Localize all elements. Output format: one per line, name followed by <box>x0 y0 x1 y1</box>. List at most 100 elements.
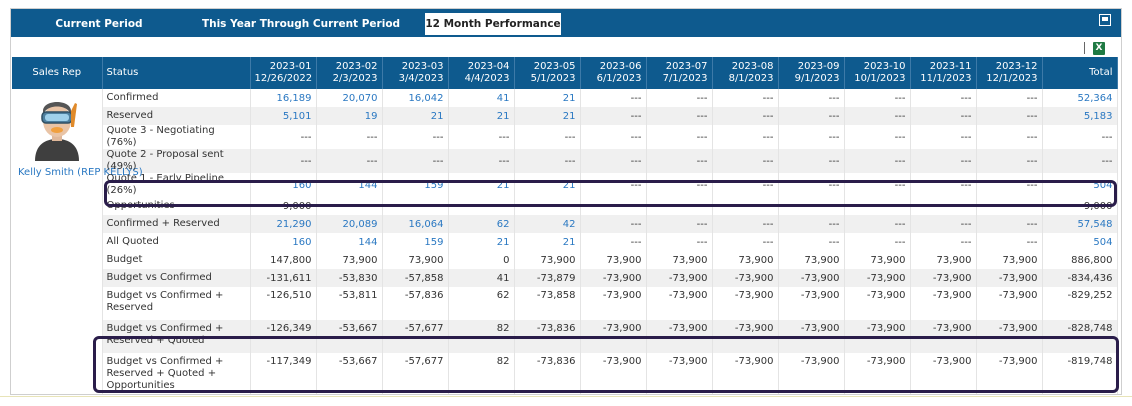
value-cell[interactable]: 20,070 <box>316 89 383 107</box>
header-period-month: 2023-01 <box>269 61 312 72</box>
header-period[interactable]: 2023-04 4/4/2023 <box>448 57 515 89</box>
header-period-date: 10/1/2023 <box>854 73 906 84</box>
value-cell[interactable]: 16,189 <box>250 89 317 107</box>
table-row: Opportunities 9,000 --- --- --- --- --- --- --- -… <box>12 197 1118 215</box>
header-period[interactable]: 2023-11 11/1/2023 <box>910 57 977 89</box>
value-cell[interactable]: 21 <box>448 173 515 197</box>
header-period[interactable]: 2023-08 8/1/2023 <box>712 57 779 89</box>
report-panel: Current Period Performance This Year Thr… <box>10 8 1122 395</box>
total-cell[interactable]: 57,548 <box>1042 215 1118 233</box>
header-period-date: 12/26/2022 <box>254 73 313 84</box>
value-cell[interactable]: 19 <box>316 107 383 125</box>
value-cell[interactable]: 21 <box>514 107 581 125</box>
value-cell: --- <box>844 149 911 173</box>
header-total[interactable]: Total <box>1042 57 1118 89</box>
total-cell: -819,748 <box>1042 353 1118 394</box>
value-cell[interactable]: 16,064 <box>382 215 449 233</box>
header-period[interactable]: 2023-02 2/3/2023 <box>316 57 383 89</box>
value-cell[interactable]: 21 <box>514 173 581 197</box>
value-cell[interactable]: 62 <box>448 215 515 233</box>
table-row: All Quoted 160 144 159 21 21 --- --- --- --- --- --… <box>12 233 1118 251</box>
total-cell: --- <box>1042 125 1118 149</box>
value-cell: --- <box>910 149 977 173</box>
value-cell: -73,900 <box>844 320 911 353</box>
value-cell: -73,900 <box>778 269 845 287</box>
tab-current-period[interactable]: Current Period Performance <box>55 18 143 52</box>
value-cell: --- <box>580 89 647 107</box>
value-cell: --- <box>976 215 1043 233</box>
header-period[interactable]: 2023-07 7/1/2023 <box>646 57 713 89</box>
value-cell: --- <box>844 233 911 251</box>
status-label: Quote 1 - Early Pipeline (26%) <box>102 173 251 197</box>
header-period[interactable]: 2023-12 12/1/2023 <box>976 57 1043 89</box>
total-cell[interactable]: 504 <box>1042 233 1118 251</box>
value-cell[interactable]: 20,089 <box>316 215 383 233</box>
value-cell[interactable]: 160 <box>250 173 317 197</box>
table-row: Quote 2 - Proposal sent (49%) --- --- --- --… <box>12 149 1118 173</box>
table-row: Budget vs Confirmed + Reserved + Quoted -… <box>12 320 1118 353</box>
value-cell: -73,900 <box>580 269 647 287</box>
header-period[interactable]: 2023-05 5/1/2023 <box>514 57 581 89</box>
header-period[interactable]: 2023-09 9/1/2023 <box>778 57 845 89</box>
header-status[interactable]: Status <box>102 57 251 89</box>
header-sales-rep[interactable]: Sales Rep <box>12 57 103 89</box>
total-cell: 886,800 <box>1042 251 1118 269</box>
total-cell[interactable]: 5,183 <box>1042 107 1118 125</box>
header-period-month: 2023-05 <box>533 61 576 72</box>
value-cell: 9,000 <box>250 197 317 215</box>
value-cell[interactable]: 21 <box>382 107 449 125</box>
export-icon[interactable] <box>1099 14 1111 26</box>
header-period[interactable]: 2023-03 3/4/2023 <box>382 57 449 89</box>
total-cell[interactable]: 52,364 <box>1042 89 1118 107</box>
tab-12-month[interactable]: 12 Month Performance <box>425 13 561 35</box>
value-cell[interactable]: 21,290 <box>250 215 317 233</box>
total-cell: -828,748 <box>1042 320 1118 353</box>
value-cell[interactable]: 42 <box>514 215 581 233</box>
value-cell[interactable]: 5,101 <box>250 107 317 125</box>
status-label: Confirmed <box>102 89 251 107</box>
header-period-month: 2023-12 <box>995 61 1038 72</box>
value-cell[interactable]: 21 <box>514 233 581 251</box>
value-cell: --- <box>844 125 911 149</box>
toolbar-divider <box>1084 42 1085 54</box>
total-cell[interactable]: 504 <box>1042 173 1118 197</box>
value-cell: --- <box>580 233 647 251</box>
total-cell: -834,436 <box>1042 269 1118 287</box>
value-cell[interactable]: 144 <box>316 173 383 197</box>
value-cell[interactable]: 159 <box>382 233 449 251</box>
value-cell: -73,900 <box>844 269 911 287</box>
header-period[interactable]: 2023-01 12/26/2022 <box>250 57 317 89</box>
value-cell[interactable]: 16,042 <box>382 89 449 107</box>
status-label: Budget vs Confirmed <box>102 269 251 287</box>
value-cell: 0 <box>448 251 515 269</box>
value-cell: -73,900 <box>778 287 845 320</box>
value-cell: -57,836 <box>382 287 449 320</box>
value-cell[interactable]: 21 <box>448 107 515 125</box>
value-cell: -57,677 <box>382 320 449 353</box>
value-cell: 73,900 <box>910 251 977 269</box>
avatar <box>34 102 79 161</box>
value-cell[interactable]: 144 <box>316 233 383 251</box>
value-cell[interactable]: 21 <box>514 89 581 107</box>
header-period[interactable]: 2023-06 6/1/2023 <box>580 57 647 89</box>
value-cell: -73,879 <box>514 269 581 287</box>
value-cell: -131,611 <box>250 269 317 287</box>
header-period-date: 4/4/2023 <box>464 73 510 84</box>
excel-icon[interactable]: X <box>1093 41 1105 55</box>
table-row: Quote 3 - Negotiating (76%) --- --- --- --- -… <box>12 125 1118 149</box>
sales-rep-name[interactable]: Kelly Smith (REP KELLYS) <box>18 167 143 178</box>
header-period[interactable]: 2023-10 10/1/2023 <box>844 57 911 89</box>
value-cell[interactable]: 21 <box>448 233 515 251</box>
value-cell: --- <box>316 125 383 149</box>
value-cell: 82 <box>448 353 515 394</box>
table-row: Quote 1 - Early Pipeline (26%) 160 144 159 2… <box>12 173 1118 197</box>
value-cell: --- <box>910 107 977 125</box>
value-cell[interactable]: 159 <box>382 173 449 197</box>
value-cell: --- <box>580 197 647 215</box>
value-cell[interactable]: 41 <box>448 89 515 107</box>
value-cell: --- <box>448 197 515 215</box>
tab-year-through-current-period[interactable]: This Year Through Current Period Perform… <box>201 18 401 52</box>
value-cell: --- <box>646 107 713 125</box>
value-cell: --- <box>646 125 713 149</box>
value-cell[interactable]: 160 <box>250 233 317 251</box>
